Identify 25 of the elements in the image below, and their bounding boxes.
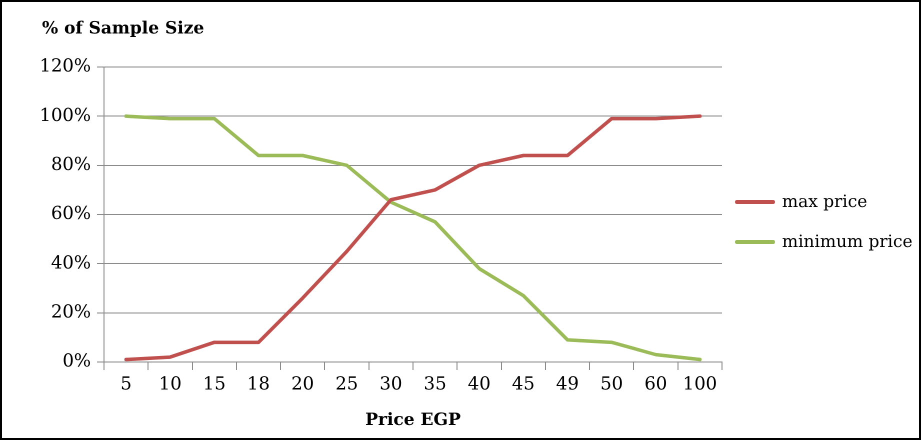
legend-label: max price [782,192,868,212]
x-axis-title: Price EGP [365,410,461,430]
y-tick-label: 100% [40,104,91,126]
x-tick-label: 18 [247,373,270,394]
x-tick-label: 45 [512,373,535,394]
legend-label: minimum price [782,232,913,252]
x-tick-label: 100 [682,373,718,394]
x-tick-label: 15 [202,373,226,394]
x-tick-label: 20 [291,373,314,394]
y-tick-label: 40% [50,252,91,274]
y-tick-label: 80% [50,154,91,176]
x-tick-label: 5 [120,373,132,394]
x-tick-label: 10 [158,373,182,394]
x-tick-label: 60 [644,373,668,394]
x-tick-label: 40 [468,373,491,394]
x-tick-label: 25 [335,373,358,394]
y-tick-label: 120% [40,56,91,77]
x-tick-label: 35 [424,373,447,394]
y-axis-title: % of Sample Size [42,18,204,38]
x-tick-label: 50 [600,373,624,394]
y-tick-label: 20% [50,302,91,323]
x-tick-label: 49 [556,373,579,394]
y-tick-label: 60% [50,203,91,224]
x-tick-label: 30 [379,373,402,394]
y-tick-label: 0% [62,350,91,372]
